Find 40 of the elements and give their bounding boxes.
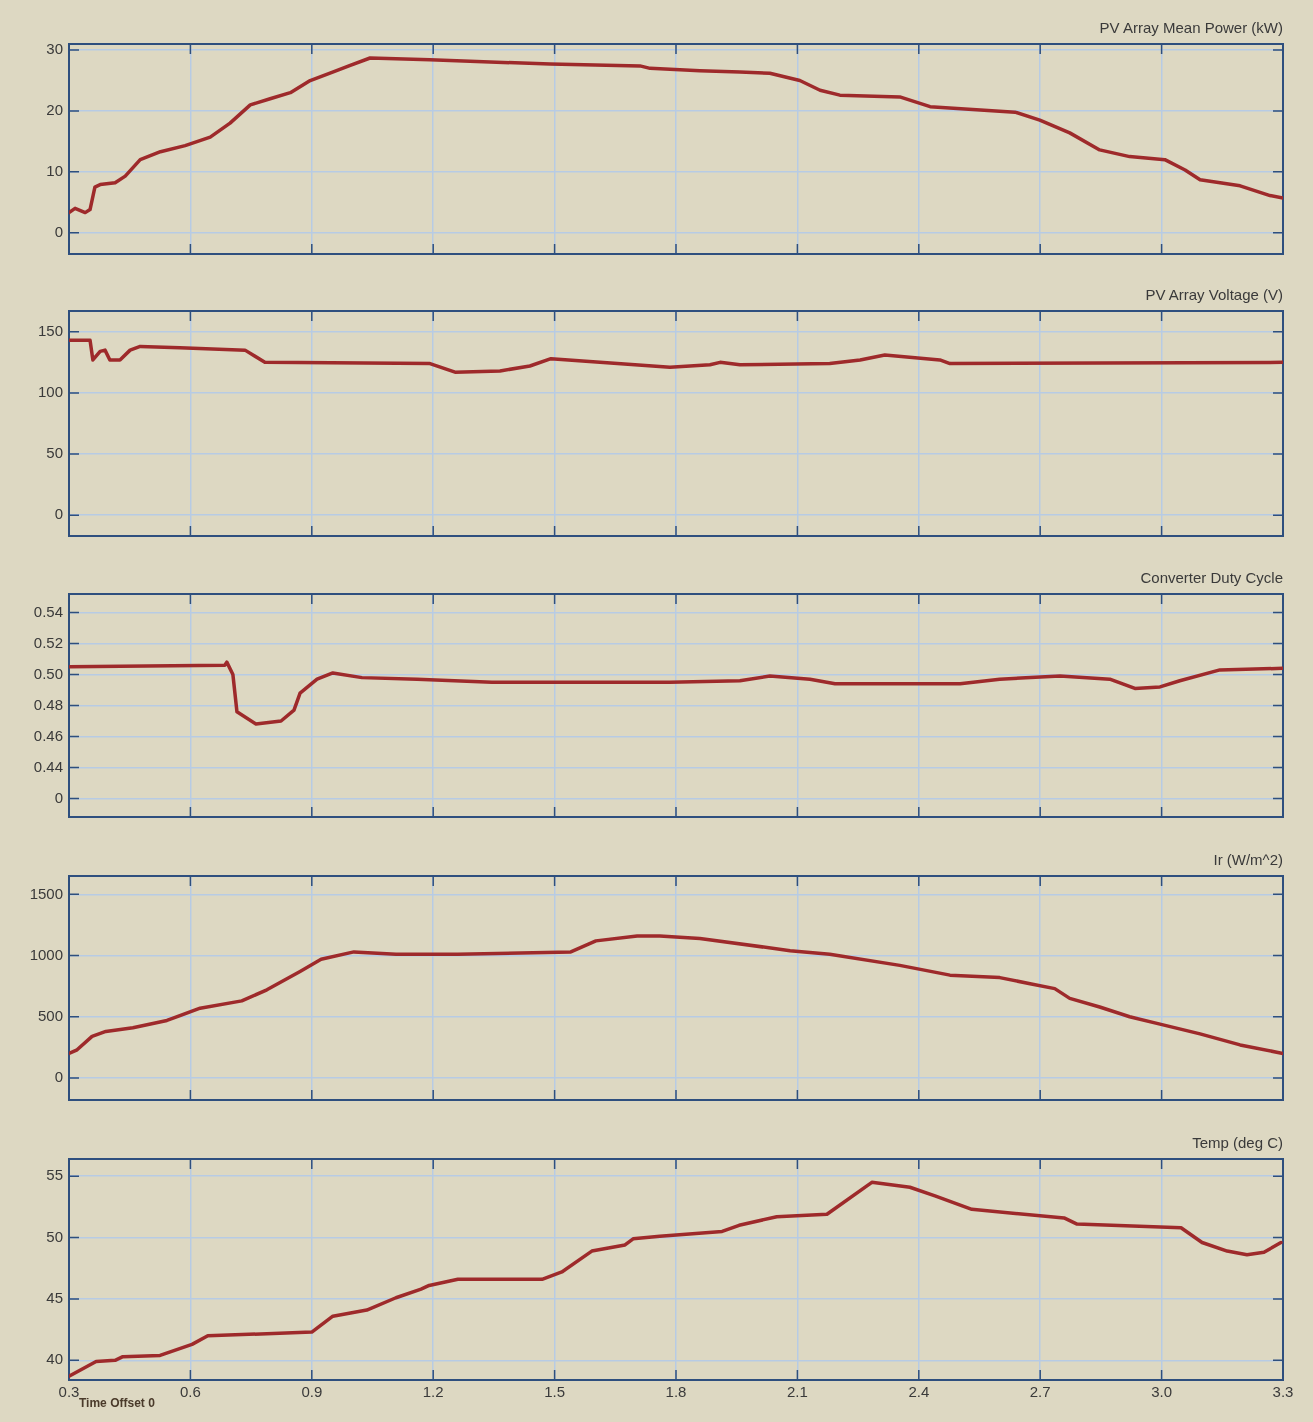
y-tick-label: 500 <box>37 1006 63 1024</box>
y-tick-label: 30 <box>46 40 63 58</box>
y-tick-label: 0.50 <box>33 664 63 682</box>
x-tick-label: 1.8 <box>665 1383 687 1401</box>
y-tick-label: 0 <box>54 505 63 523</box>
y-tick-label: 0.44 <box>33 757 63 775</box>
y-tick-label: 45 <box>46 1289 63 1307</box>
chart-title: Temp (deg C) <box>1192 1134 1283 1152</box>
x-tick-label: 0.9 <box>301 1383 323 1401</box>
x-tick-label: 0.6 <box>179 1383 201 1401</box>
y-tick-label: 1000 <box>29 945 63 963</box>
y-tick-label: 0.48 <box>33 695 63 713</box>
x-tick-label: 1.2 <box>422 1383 444 1401</box>
chart-title: Ir (W/m^2) <box>1213 851 1283 869</box>
y-tick-label: 0 <box>54 222 63 240</box>
y-tick-label: 10 <box>46 161 63 179</box>
chart-title: PV Array Mean Power (kW) <box>1099 19 1283 37</box>
x-tick-label: 1.5 <box>544 1383 566 1401</box>
x-tick-label: 0.3 <box>58 1383 80 1401</box>
y-tick-label: 0.54 <box>33 602 63 620</box>
y-tick-label: 0 <box>54 1068 63 1086</box>
y-tick-label: 50 <box>46 1227 63 1245</box>
y-tick-label: 150 <box>37 321 63 339</box>
y-tick-label: 0.52 <box>33 633 63 651</box>
y-tick-label: 0.46 <box>33 726 63 744</box>
y-tick-label: 1500 <box>29 884 63 902</box>
chart-title: PV Array Voltage (V) <box>1145 286 1283 304</box>
x-tick-label: 2.1 <box>786 1383 808 1401</box>
y-tick-label: 100 <box>37 383 63 401</box>
x-tick-label: 2.7 <box>1029 1383 1051 1401</box>
y-tick-label: 20 <box>46 101 63 119</box>
text: Time Offset 0 <box>79 1396 156 1411</box>
chart-title: Converter Duty Cycle <box>1140 569 1283 587</box>
x-tick-label: 2.4 <box>908 1383 930 1401</box>
y-tick-label: 50 <box>46 444 63 462</box>
x-tick-label: 3.3 <box>1272 1383 1294 1401</box>
x-tick-label: 3.0 <box>1151 1383 1173 1401</box>
y-tick-label: 55 <box>46 1166 63 1184</box>
y-tick-label: 0 <box>54 788 63 806</box>
y-tick-label: 40 <box>46 1350 63 1368</box>
